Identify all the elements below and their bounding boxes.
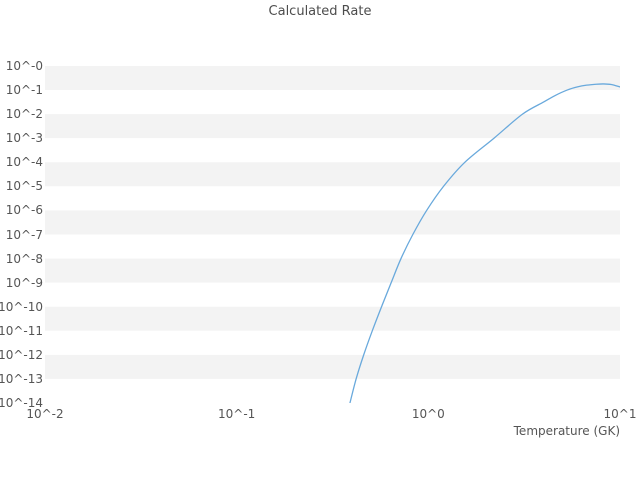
- chart-title: Calculated Rate: [268, 4, 372, 19]
- x-tick-label: 10^0: [411, 407, 445, 421]
- y-tick-label: 10^-3: [5, 131, 43, 146]
- grid-band: [45, 66, 620, 91]
- x-tick-label: 10^1: [603, 407, 637, 421]
- y-tick-label: 10^-13: [0, 371, 43, 386]
- rate-curve: [349, 83, 620, 403]
- grid-band: [45, 330, 620, 355]
- grid-band: [45, 114, 620, 139]
- y-tick-label: 10^-5: [5, 179, 43, 194]
- y-tick-label: 10^-0: [5, 59, 43, 73]
- grid-band: [45, 258, 620, 283]
- grid-band: [45, 234, 620, 259]
- grid-band: [45, 186, 620, 211]
- y-tick-label: 10^-2: [5, 107, 43, 122]
- grid-band: [45, 210, 620, 235]
- y-tick-label: 10^-6: [5, 203, 43, 218]
- y-tick-label: 10^-4: [5, 155, 43, 170]
- grid-band: [45, 162, 620, 187]
- x-axis-title: Temperature (GK): [513, 424, 620, 438]
- y-tick-label: 10^-10: [0, 299, 43, 314]
- y-tick-label: 10^-8: [5, 251, 43, 266]
- y-tick-label: 10^-12: [0, 347, 43, 362]
- y-tick-label: 10^-1: [5, 83, 43, 98]
- x-tick-label: 10^-1: [218, 407, 256, 421]
- grid-band: [45, 90, 620, 115]
- grid-band: [45, 378, 620, 403]
- y-tick-label: 10^-14: [0, 396, 43, 410]
- y-tick-label: 10^-11: [0, 323, 43, 338]
- grid-band: [45, 306, 620, 331]
- y-tick-label: 10^-7: [5, 227, 43, 242]
- grid-band: [45, 354, 620, 379]
- grid-band: [45, 282, 620, 307]
- x-tick-label: 10^-2: [26, 407, 64, 421]
- y-tick-label: 10^-9: [5, 275, 43, 290]
- grid-band: [45, 138, 620, 163]
